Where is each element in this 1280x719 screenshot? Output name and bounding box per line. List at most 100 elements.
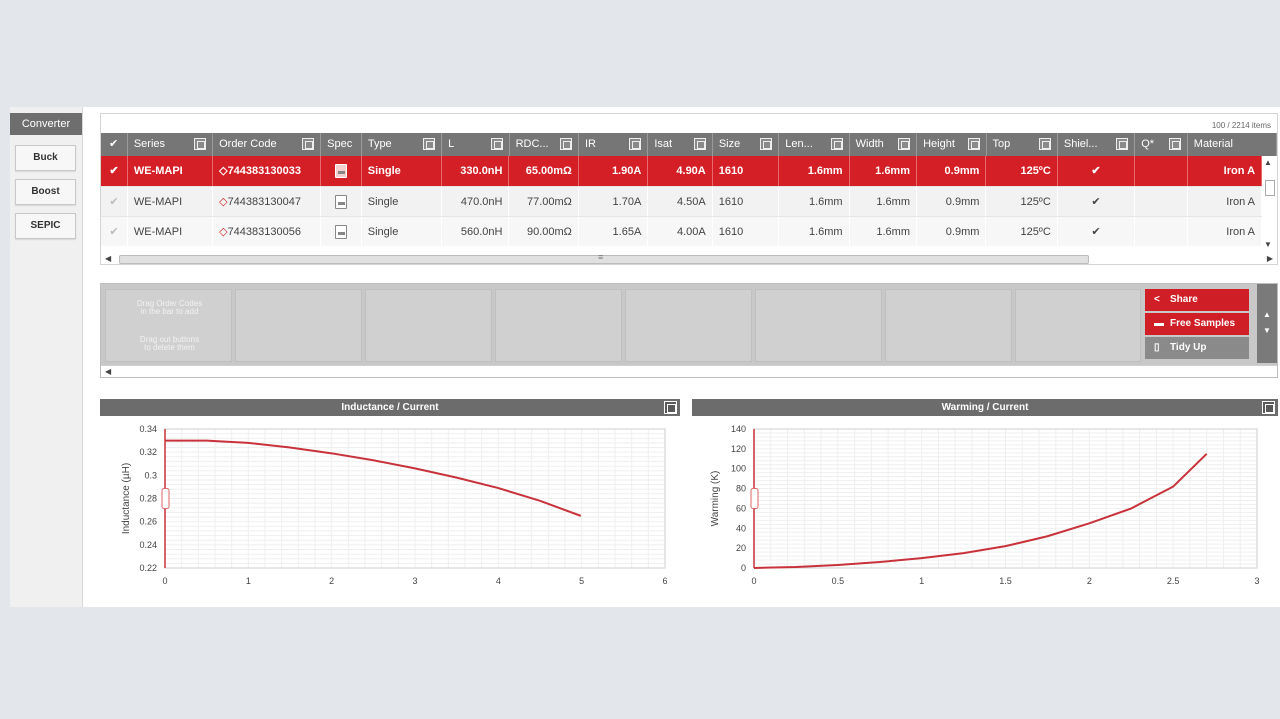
pdf-icon[interactable] (334, 164, 347, 179)
table-row[interactable]: ✔ WE-MAPI ◇744383130033 Single 330.0nH 6… (101, 156, 1263, 186)
workspace-scroller[interactable]: ▲ ▼ (1257, 284, 1277, 363)
zoom-handle[interactable] (750, 488, 759, 509)
scroll-left-icon[interactable]: ◀ (105, 367, 112, 376)
col-material[interactable]: Material (1188, 133, 1277, 156)
cell-spec[interactable] (321, 187, 362, 217)
y-tick-label: 120 (731, 444, 746, 454)
chevron-up-icon[interactable]: ▲ (1263, 310, 1271, 319)
col-length[interactable]: Len... (779, 133, 850, 156)
diamond-icon: ◇ (219, 165, 228, 177)
col-rdc[interactable]: RDC... (510, 133, 579, 156)
col-q[interactable]: Q* (1135, 133, 1188, 156)
table-row[interactable]: ✔ WE-MAPI ◇744383130047 Single 470.0nH 7… (101, 186, 1263, 217)
col-ir[interactable]: IR (579, 133, 649, 156)
pdf-icon[interactable] (334, 225, 347, 240)
boost-button[interactable]: Boost (15, 179, 76, 205)
cell-q (1135, 187, 1188, 217)
filter-icon[interactable] (830, 138, 843, 150)
cell-ir: 1.65A (579, 217, 649, 247)
scroll-down-icon[interactable]: ▼ (1264, 240, 1272, 249)
chevron-down-icon[interactable]: ▼ (1263, 326, 1271, 335)
col-spec[interactable]: Spec (321, 133, 362, 156)
select-all-checkbox[interactable]: ✔ (101, 133, 128, 156)
items-count: 100 / 2214 items (1211, 121, 1271, 130)
cell-spec[interactable] (321, 217, 362, 247)
col-top[interactable]: Top (987, 133, 1058, 156)
cell-isat: 4.00A (648, 217, 713, 247)
col-isat[interactable]: Isat (648, 133, 713, 156)
zoom-handle[interactable] (161, 488, 170, 509)
sepic-button[interactable]: SEPIC (15, 213, 76, 239)
checkmark-icon: ✔ (1091, 226, 1101, 238)
filter-icon[interactable] (693, 138, 706, 150)
x-tick-label: 4 (496, 576, 501, 586)
vertical-scrollbar[interactable]: ▲ ▼ (1263, 158, 1275, 250)
filter-icon[interactable] (1116, 138, 1129, 150)
col-type[interactable]: Type (362, 133, 443, 156)
col-series[interactable]: Series (128, 133, 214, 156)
drop-slot[interactable] (885, 289, 1012, 362)
cell-l: 330.0nH (442, 156, 510, 186)
cell-material: Iron A (1188, 187, 1263, 217)
filter-icon[interactable] (898, 138, 911, 150)
col-width[interactable]: Width (850, 133, 918, 156)
drop-slot[interactable] (625, 289, 752, 362)
y-tick-label: 0.28 (139, 494, 157, 504)
row-checkbox[interactable]: ✔ (101, 217, 128, 247)
col-shielded[interactable]: Shiel... (1058, 133, 1136, 156)
scroll-right-icon[interactable]: ▶ (1266, 254, 1273, 263)
drop-slot[interactable] (755, 289, 882, 362)
tidy-up-button[interactable]: ▯ Tidy Up (1145, 337, 1249, 359)
drop-slot[interactable] (495, 289, 622, 362)
col-height[interactable]: Height (917, 133, 987, 156)
scroll-up-icon[interactable]: ▲ (1264, 158, 1272, 167)
horizontal-scrollbar[interactable]: ◀ ▶ (105, 252, 1273, 265)
maximize-icon[interactable] (1262, 401, 1275, 414)
x-tick-label: 2 (1087, 576, 1092, 586)
cell-order-code[interactable]: ◇744383130047 (213, 187, 322, 217)
chart-title: Warming / Current (692, 399, 1278, 416)
vertical-scroll-thumb[interactable] (1265, 180, 1275, 196)
free-samples-button[interactable]: ▬ Free Samples (1145, 313, 1249, 335)
cell-type: Single (362, 217, 443, 247)
x-tick-label: 5 (579, 576, 584, 586)
drop-slot[interactable] (235, 289, 362, 362)
cell-width: 1.6mm (850, 187, 917, 217)
drop-hint-2b: to delete them (144, 343, 195, 352)
cell-order-code[interactable]: ◇744383130056 (213, 217, 322, 247)
filter-icon[interactable] (423, 138, 436, 150)
filter-icon[interactable] (559, 138, 572, 150)
compare-workspace: Drag Order Codes in the bar to add Drag … (100, 283, 1278, 378)
col-order-code[interactable]: Order Code (213, 133, 322, 156)
filter-icon[interactable] (760, 138, 773, 150)
row-checkbox[interactable]: ✔ (101, 156, 128, 186)
filter-icon[interactable] (302, 138, 315, 150)
y-tick-label: 40 (736, 523, 746, 533)
scroll-left-icon[interactable]: ◀ (105, 254, 112, 263)
row-checkbox[interactable]: ✔ (101, 187, 128, 217)
pdf-icon[interactable] (334, 195, 347, 210)
buck-button[interactable]: Buck (15, 145, 76, 171)
cell-order-code[interactable]: ◇744383130033 (213, 156, 322, 186)
maximize-icon[interactable] (664, 401, 677, 414)
filter-icon[interactable] (1168, 138, 1181, 150)
filter-icon[interactable] (194, 138, 207, 150)
drop-slot[interactable]: Drag Order Codes in the bar to add Drag … (105, 289, 232, 362)
checkmark-icon: ✔ (1091, 196, 1101, 208)
filter-icon[interactable] (967, 138, 980, 150)
table-row[interactable]: ✔ WE-MAPI ◇744383130056 Single 560.0nH 9… (101, 216, 1263, 247)
workspace-scrollbar[interactable]: ◀ (101, 365, 1277, 377)
col-size[interactable]: Size (713, 133, 780, 156)
filter-icon[interactable] (629, 138, 642, 150)
cell-spec[interactable] (321, 156, 362, 186)
filter-icon[interactable] (1038, 138, 1051, 150)
drop-slot[interactable] (365, 289, 492, 362)
share-button[interactable]: < Share (1145, 289, 1249, 311)
cell-isat: 4.90A (648, 156, 713, 186)
col-l[interactable]: L (442, 133, 510, 156)
series-line (753, 453, 1208, 569)
drop-slot[interactable] (1015, 289, 1141, 362)
filter-icon[interactable] (490, 138, 503, 150)
horizontal-scroll-thumb[interactable] (119, 252, 1089, 264)
drop-hint-2a: Drag out buttons (139, 335, 200, 344)
